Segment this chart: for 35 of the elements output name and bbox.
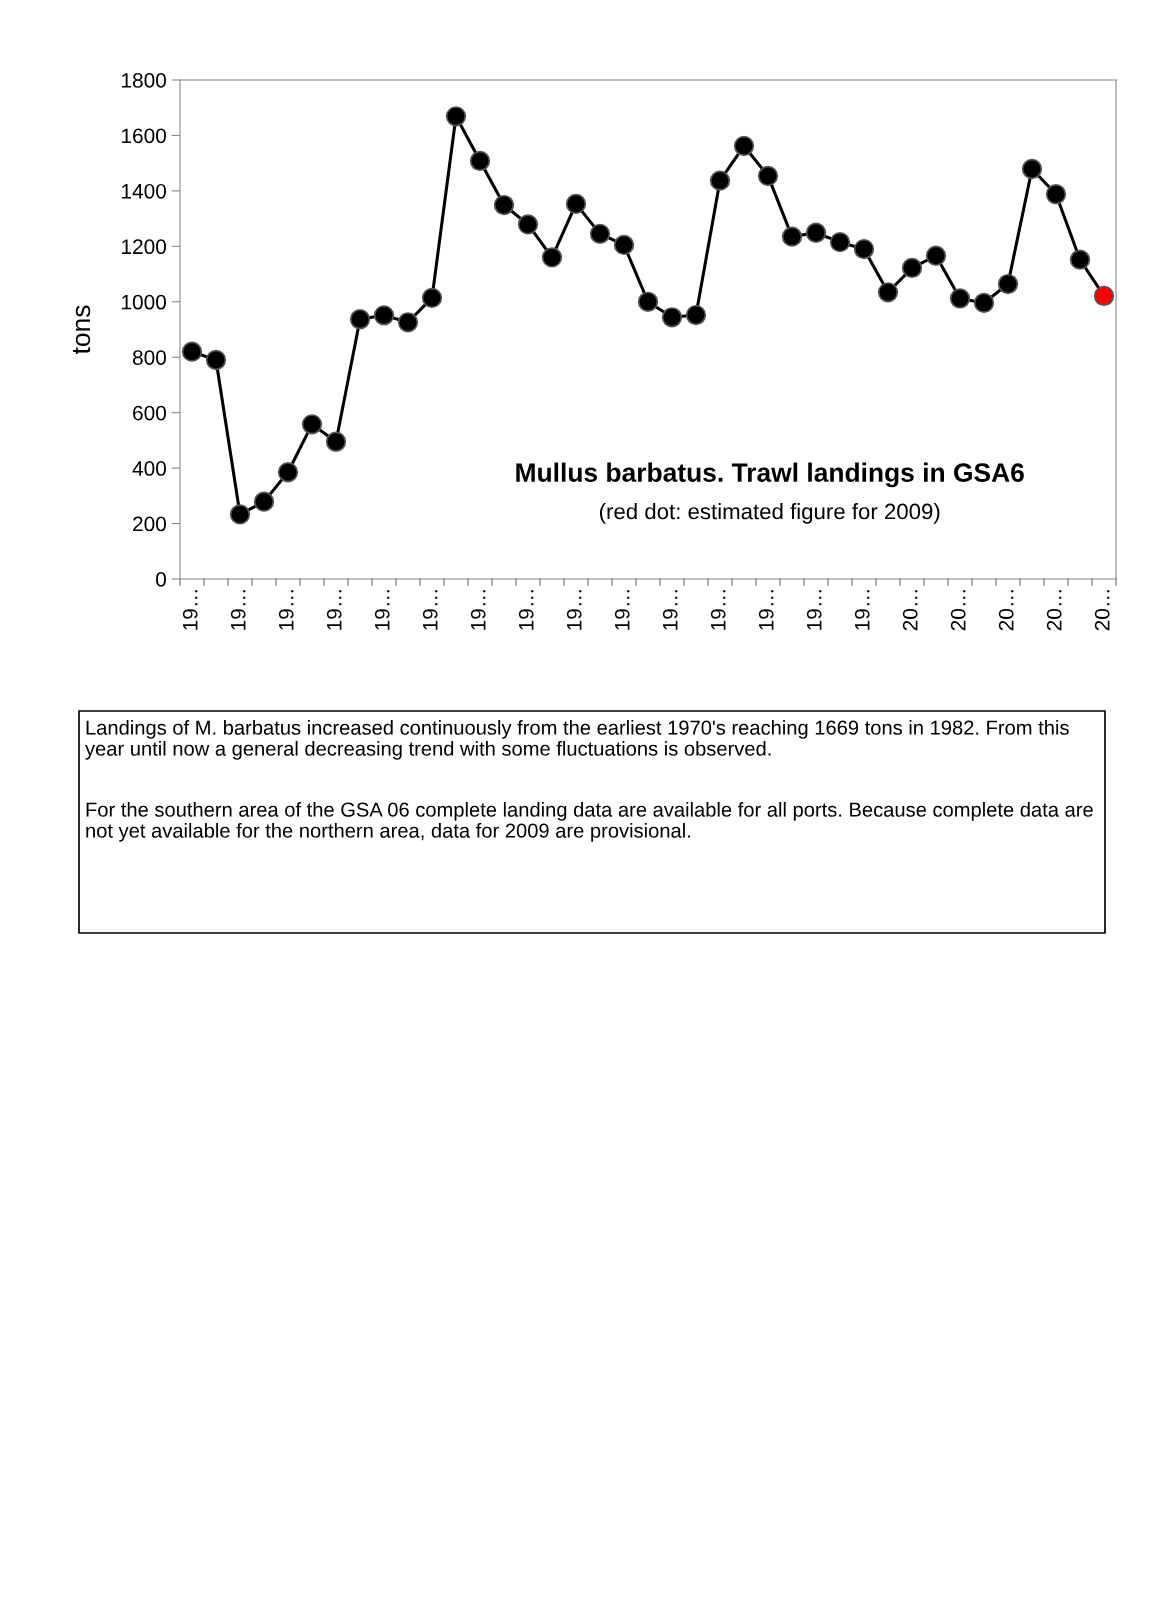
x-tick-label: 19… bbox=[566, 590, 582, 630]
y-tick-label: 1000 bbox=[122, 294, 166, 310]
x-tick-label: 20… bbox=[902, 590, 918, 631]
x-tick-label: 19… bbox=[470, 590, 486, 630]
y-tick-label: 200 bbox=[133, 516, 166, 532]
x-tick-label: 20… bbox=[998, 590, 1014, 631]
text: For the southern area of the GSA 06 complete landing data are available for all ports. Because complete data are not yet available for the northern area, data for 2009 are provisional. bbox=[86, 802, 1093, 842]
x-tick-label: 20… bbox=[950, 590, 966, 631]
text: Mullus barbatus. Trawl landings in GSA6 bbox=[516, 462, 1024, 488]
x-tick-label: 19… bbox=[518, 590, 534, 630]
text: Landings of M. barbatus increased continuously from the earliest 1970's reaching 1669 tons in 1982. From this year until now a general decreasing trend with some fluctuations is observed. bbox=[85, 720, 1069, 760]
x-tick-label: 20… bbox=[1046, 590, 1062, 631]
x-tick-label: 19… bbox=[854, 590, 870, 630]
x-tick-label: 19… bbox=[662, 590, 678, 630]
y-tick-label: 1400 bbox=[122, 183, 166, 199]
x-tick-label: 19… bbox=[614, 590, 630, 630]
y-axis-title: tons bbox=[72, 305, 91, 355]
y-tick-label: 600 bbox=[133, 405, 166, 421]
x-tick-label: 20… bbox=[1094, 590, 1110, 631]
x-tick-label: 19… bbox=[278, 590, 294, 630]
x-tick-label: 19… bbox=[374, 590, 390, 630]
y-tick-label: 1800 bbox=[122, 73, 166, 88]
x-tick-label: 19… bbox=[182, 590, 198, 630]
y-tick-label: 400 bbox=[132, 461, 166, 476]
x-tick-label: 19… bbox=[230, 590, 246, 630]
x-tick-label: 19… bbox=[758, 590, 774, 630]
y-tick-label: 1600 bbox=[122, 128, 166, 144]
x-tick-label: 19… bbox=[710, 590, 726, 630]
y-tick-label: 1200 bbox=[122, 239, 166, 255]
x-tick-label: 19… bbox=[422, 590, 438, 630]
y-tick-label: 0 bbox=[156, 572, 166, 587]
y-tick-label: 800 bbox=[132, 350, 166, 365]
x-tick-label: 19… bbox=[326, 590, 342, 630]
text: (red dot: estimated figure for 2009) bbox=[600, 503, 940, 524]
x-tick-label: 19… bbox=[806, 590, 822, 630]
